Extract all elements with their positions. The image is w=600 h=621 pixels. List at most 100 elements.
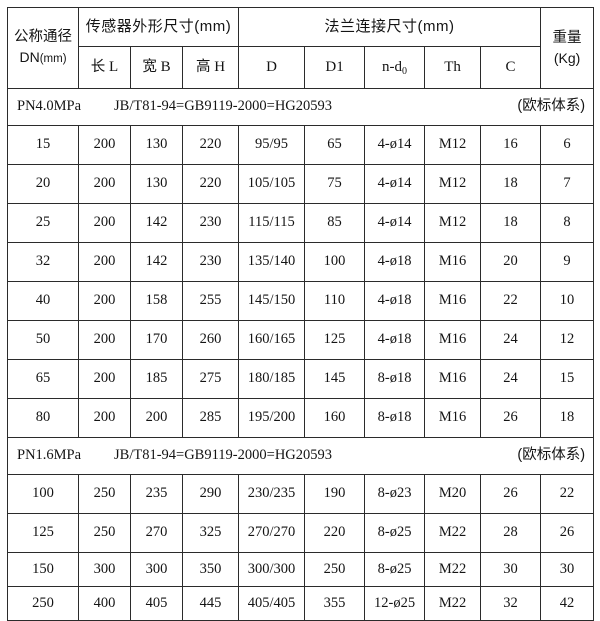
cell-d: 95/95	[238, 125, 306, 165]
cell-n-d0: 4-ø18	[364, 242, 426, 282]
standard-code-label: JB/T81-94=GB9119-2000=HG20593	[114, 98, 333, 115]
cell-length: 200	[78, 164, 131, 204]
cell-c: 18	[480, 203, 542, 243]
cell-d: 180/185	[238, 359, 306, 399]
cell-height: 445	[181, 586, 240, 621]
cell-d1: 75	[304, 164, 366, 204]
cell-th: M16	[424, 281, 482, 321]
table-row: 20 200 130 220 105/105 75 4-ø14 M12 18 7	[7, 164, 595, 204]
cell-height: 350	[181, 552, 240, 587]
cell-d1: 110	[304, 281, 366, 321]
cell-th: M16	[424, 398, 482, 438]
cell-d: 195/200	[238, 398, 306, 438]
cell-c: 32	[480, 586, 542, 621]
cell-n-d0: 8-ø25	[364, 552, 426, 587]
cell-width: 130	[130, 125, 183, 165]
table-row: 15 200 130 220 95/95 65 4-ø14 M12 16 6	[7, 125, 595, 165]
cell-d: 105/105	[238, 164, 306, 204]
header-col-c: C	[480, 46, 542, 89]
cell-length: 200	[78, 359, 131, 399]
cell-length: 200	[78, 125, 131, 165]
table-header: 公称通径 DN(mm) 传感器外形尺寸(mm) 法兰连接尺寸(mm) 重量 (K…	[7, 7, 595, 89]
cell-width: 235	[130, 474, 183, 514]
cell-d1: 65	[304, 125, 366, 165]
cell-n-d0: 8-ø23	[364, 474, 426, 514]
cell-d1: 190	[304, 474, 366, 514]
cell-n-d0: 8-ø18	[364, 359, 426, 399]
cell-d1: 145	[304, 359, 366, 399]
table-row: 65 200 185 275 180/185 145 8-ø18 M16 24 15	[7, 359, 595, 399]
cell-th: M16	[424, 242, 482, 282]
cell-height: 260	[181, 320, 240, 360]
header-col-d: D	[238, 46, 306, 89]
cell-d: 115/115	[238, 203, 306, 243]
cell-d: 145/150	[238, 281, 306, 321]
cell-th: M22	[424, 552, 482, 587]
cell-th: M22	[424, 513, 482, 553]
table-row: 100 250 235 290 230/235 190 8-ø23 M20 26 22	[7, 474, 595, 514]
header-col-length: 长 L	[78, 46, 131, 89]
header-col-height: 高 H	[181, 46, 240, 89]
cell-weight: 15	[540, 359, 595, 399]
pressure-rating-label: PN1.6MPa	[17, 447, 82, 464]
cell-d1: 250	[304, 552, 366, 587]
standard-band-cell: PN4.0MPa JB/T81-94=GB9119-2000=HG20593 (欧标…	[6, 88, 595, 126]
header-group-sensor-dimensions: 传感器外形尺寸(mm)	[77, 7, 240, 47]
cell-weight: 18	[540, 398, 595, 438]
cell-height: 255	[181, 281, 240, 321]
cell-length: 200	[78, 398, 131, 438]
table-body: PN4.0MPa JB/T81-94=GB9119-2000=HG20593 (欧标…	[6, 88, 595, 621]
cell-width: 170	[130, 320, 183, 360]
cell-nominal-diameter: 125	[7, 513, 79, 553]
cell-d: 300/300	[238, 552, 306, 587]
cell-d: 230/235	[238, 474, 306, 514]
cell-weight: 9	[540, 242, 595, 282]
standard-band-content: PN4.0MPa JB/T81-94=GB9119-2000=HG20593 (欧标…	[9, 98, 593, 115]
cell-length: 400	[78, 586, 131, 621]
cell-weight: 10	[540, 281, 595, 321]
cell-c: 16	[480, 125, 542, 165]
header-weight-unit: (Kg)	[553, 49, 581, 66]
cell-n-d0: 12-ø25	[364, 586, 426, 621]
pressure-rating-label: PN4.0MPa	[17, 98, 82, 115]
cell-nominal-diameter: 32	[7, 242, 79, 282]
cell-weight: 6	[540, 125, 595, 165]
cell-width: 405	[130, 586, 183, 621]
cell-height: 325	[181, 513, 240, 553]
cell-width: 142	[130, 242, 183, 282]
standard-band-row: PN1.6MPa JB/T81-94=GB9119-2000=HG20593 (欧标…	[6, 437, 595, 475]
cell-th: M16	[424, 359, 482, 399]
cell-d: 270/270	[238, 513, 306, 553]
header-col-n-d0: n-d0	[364, 46, 426, 89]
standard-band-row: PN4.0MPa JB/T81-94=GB9119-2000=HG20593 (欧标…	[6, 88, 595, 126]
cell-nominal-diameter: 150	[7, 552, 79, 587]
cell-c: 24	[480, 359, 542, 399]
cell-th: M22	[424, 586, 482, 621]
cell-length: 200	[78, 203, 131, 243]
cell-weight: 12	[540, 320, 595, 360]
cell-width: 158	[130, 281, 183, 321]
cell-n-d0: 4-ø14	[364, 125, 426, 165]
cell-n-d0: 8-ø25	[364, 513, 426, 553]
cell-c: 24	[480, 320, 542, 360]
header-col-d1: D1	[304, 46, 366, 89]
cell-weight: 22	[540, 474, 595, 514]
cell-n-d0: 4-ø14	[364, 164, 426, 204]
cell-length: 200	[78, 281, 131, 321]
header-weight: 重量 (Kg)	[540, 7, 595, 89]
cell-n-d0: 8-ø18	[364, 398, 426, 438]
cell-c: 30	[480, 552, 542, 587]
cell-nominal-diameter: 250	[7, 586, 79, 621]
cell-c: 26	[480, 474, 542, 514]
header-nominal-diameter: 公称通径 DN(mm)	[7, 7, 79, 89]
table-row: 25 200 142 230 115/115 85 4-ø14 M12 18 8	[7, 203, 595, 243]
standard-system-label: (欧标体系)	[517, 447, 586, 464]
standard-system-label: (欧标体系)	[517, 98, 586, 115]
cell-c: 20	[480, 242, 542, 282]
cell-d1: 100	[304, 242, 366, 282]
cell-nominal-diameter: 20	[7, 164, 79, 204]
table-row: 50 200 170 260 160/165 125 4-ø18 M16 24 12	[7, 320, 595, 360]
cell-c: 18	[480, 164, 542, 204]
cell-nominal-diameter: 15	[7, 125, 79, 165]
cell-d: 405/405	[238, 586, 306, 621]
